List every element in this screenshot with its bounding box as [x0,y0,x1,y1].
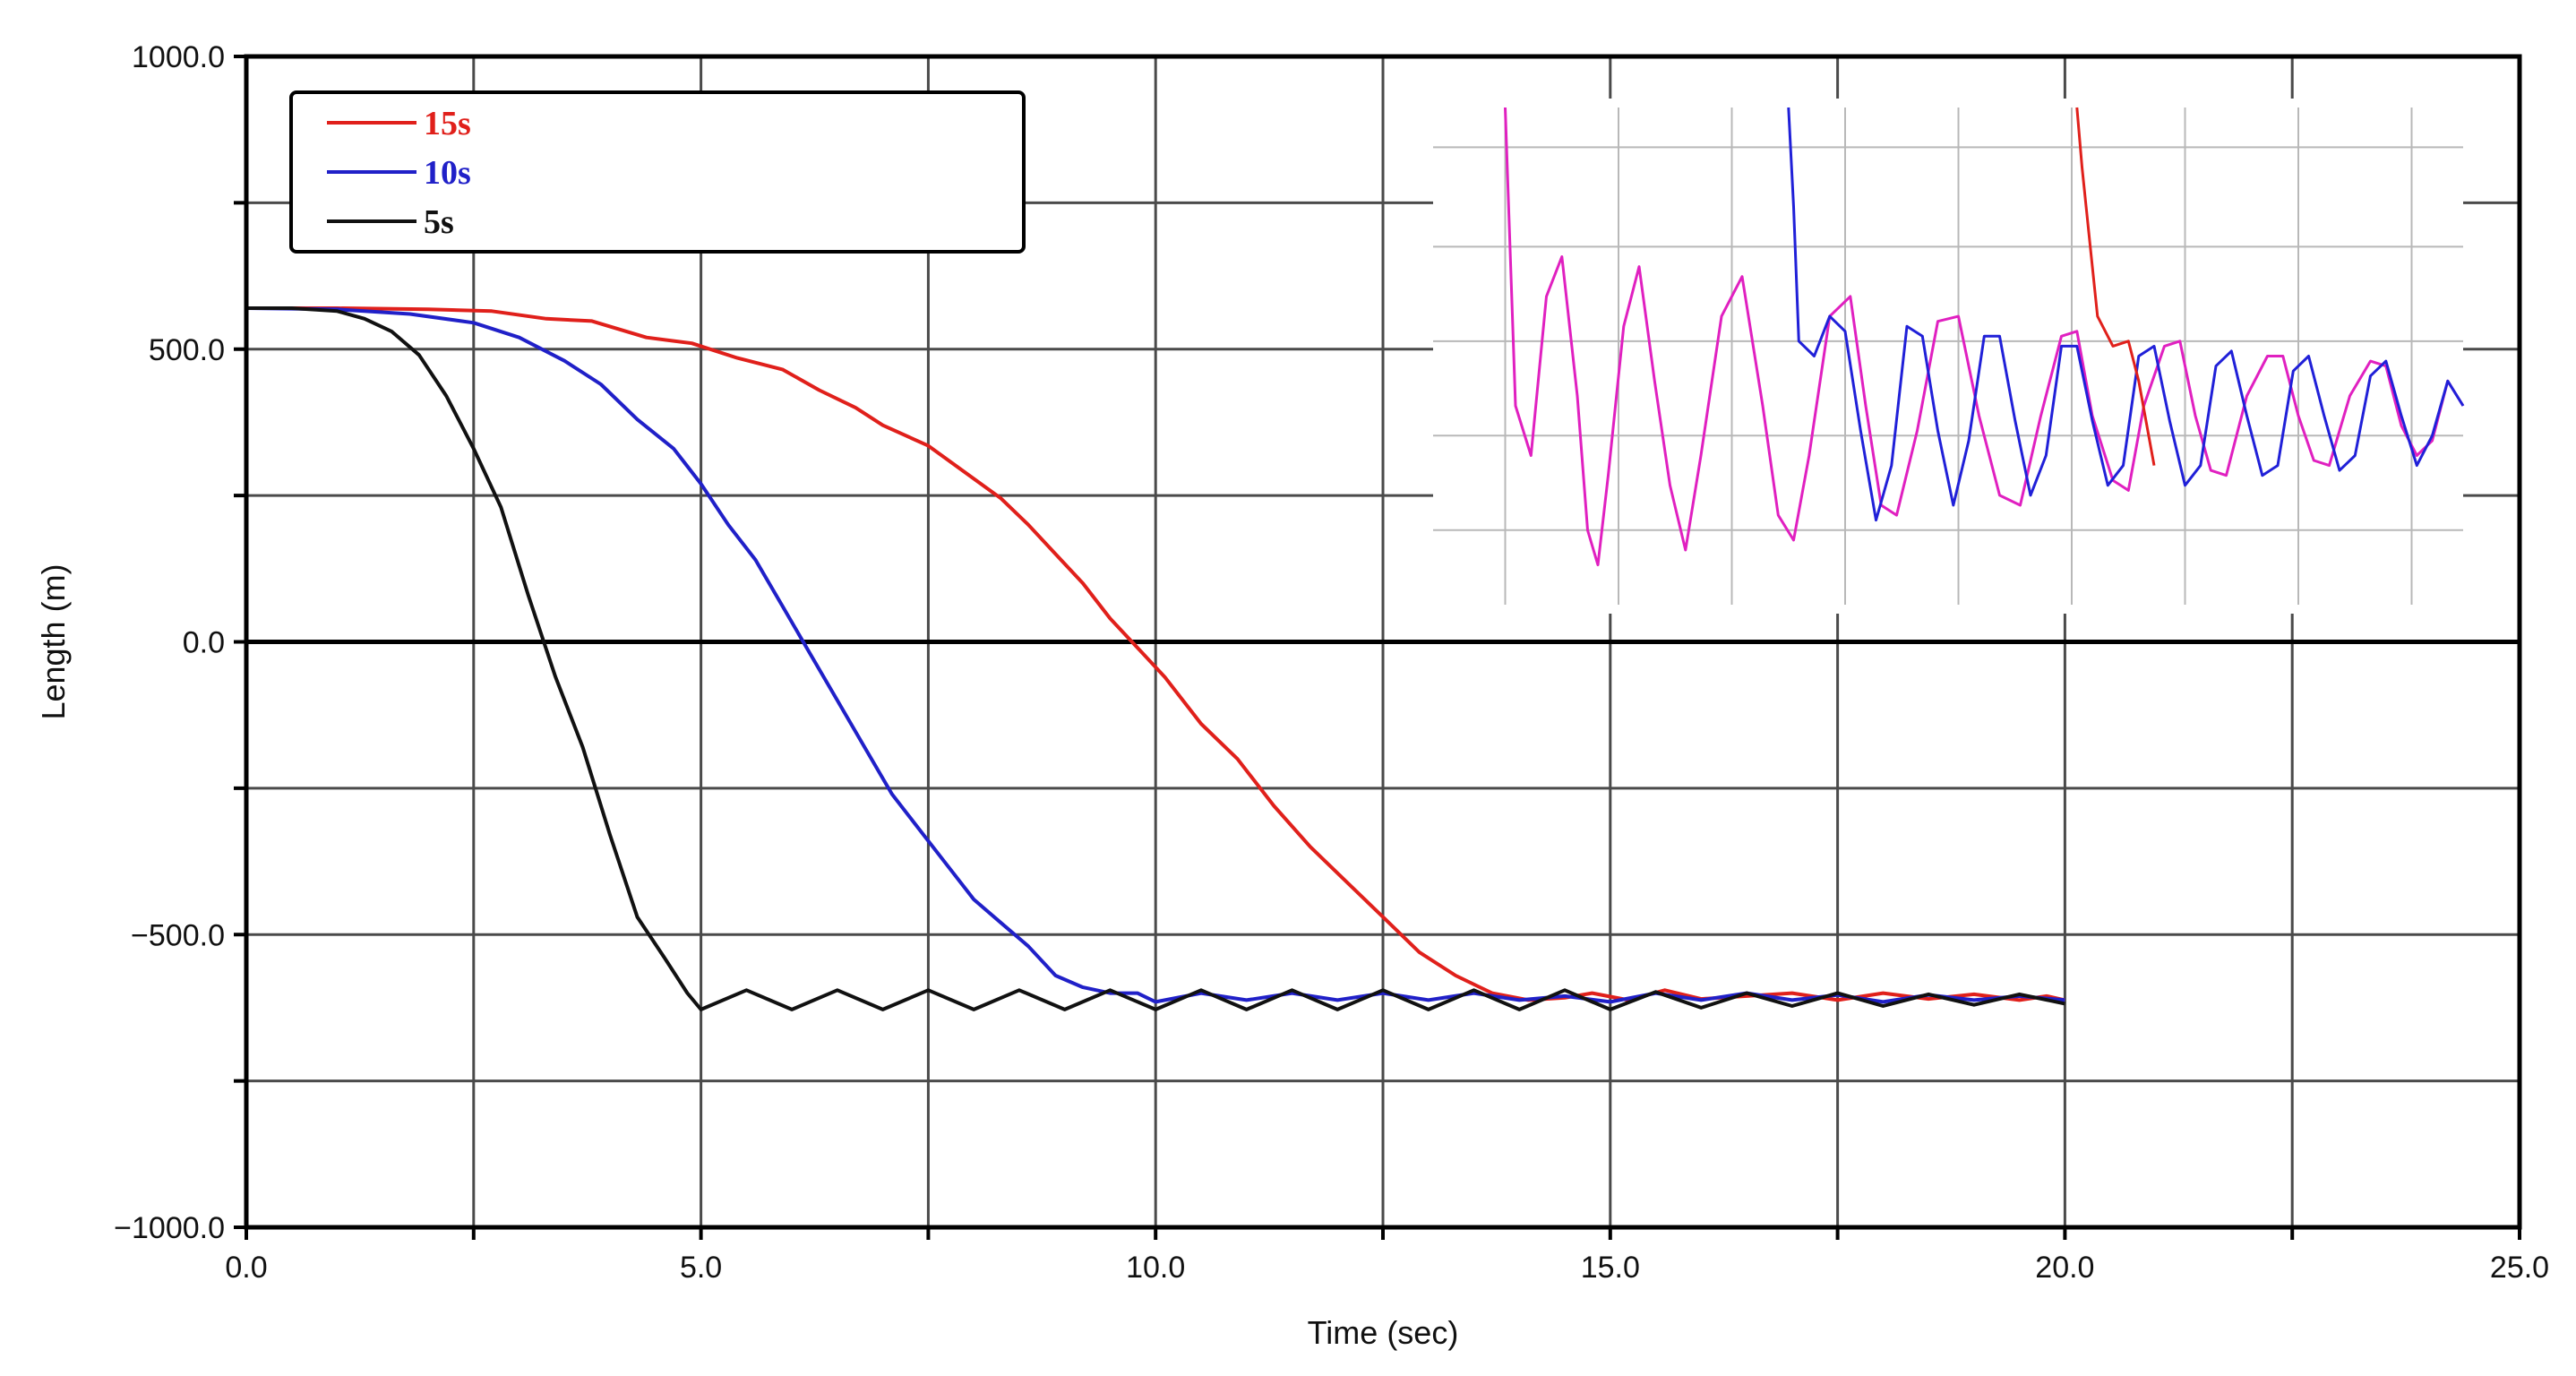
x-tick-label: 10.0 [1126,1251,1185,1285]
legend-label-15s: 15s [424,105,471,142]
x-tick-label: 15.0 [1581,1251,1640,1285]
inset-series-line-10s [1787,107,2465,522]
y-axis-title: Length (m) [35,563,72,719]
x-axis-title: Time (sec) [1308,1314,1459,1351]
x-tick-label: 25.0 [2490,1251,2549,1285]
inset-series-line-15s [2075,107,2156,466]
x-tick-label: 20.0 [2035,1251,2094,1285]
y-tick-label: −500.0 [131,918,225,952]
x-tick-label: 0.0 [225,1251,267,1285]
y-tick-label: 0.0 [183,626,225,660]
x-tick-label: 5.0 [680,1251,722,1285]
legend-box [289,90,1026,254]
y-tick-label: 1000.0 [132,40,225,74]
inset-background [1433,99,2463,614]
series-line-5s [246,306,2065,1011]
series-line-10s [245,306,2065,1004]
legend-label-5s: 5s [424,203,454,241]
y-tick-label: −1000.0 [114,1211,225,1245]
legend-label-10s: 10s [424,154,471,192]
y-tick-label: 500.0 [149,333,225,367]
series-line-15s [246,306,2065,1002]
inset-series-line-5s [1504,107,2465,567]
